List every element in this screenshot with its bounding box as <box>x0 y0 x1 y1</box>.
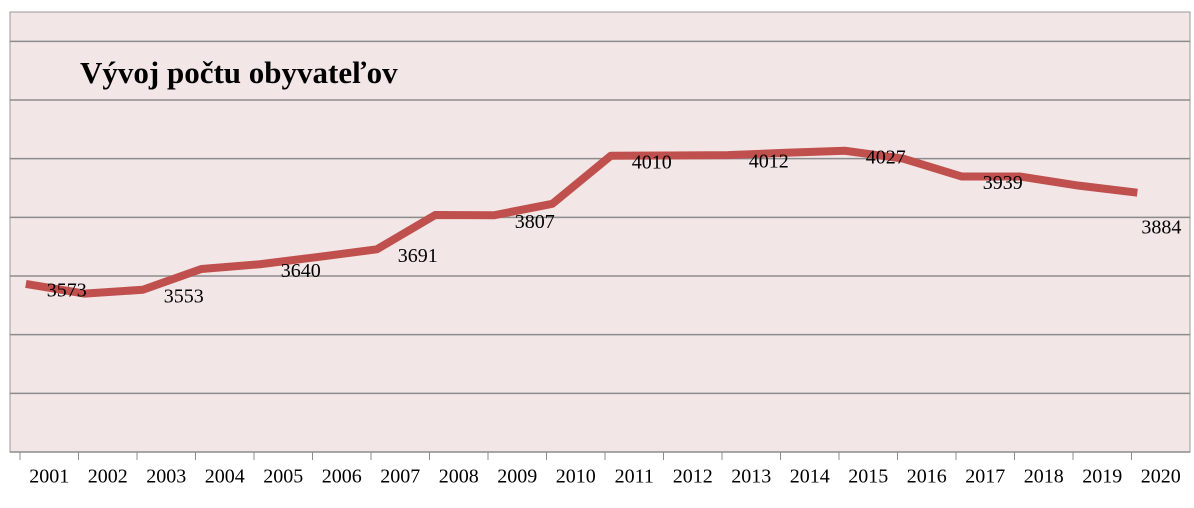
x-tick-label: 2017 <box>965 466 1005 488</box>
x-tick-label: 2013 <box>731 466 771 488</box>
data-line <box>25 146 1138 298</box>
data-label: 3573 <box>47 280 87 302</box>
data-label: 4027 <box>866 146 906 168</box>
x-tick-label: 2018 <box>1024 466 1064 488</box>
data-label: 3691 <box>398 245 438 267</box>
x-tick-label: 2001 <box>29 466 69 488</box>
x-tick-label: 2010 <box>556 466 596 488</box>
x-tick-label: 2005 <box>263 466 303 488</box>
data-label: 3939 <box>983 172 1023 194</box>
data-label: 3884 <box>1141 216 1181 238</box>
x-tick-label: 2020 <box>1141 466 1181 488</box>
data-label: 3553 <box>164 285 204 307</box>
x-tick-label: 2009 <box>497 466 537 488</box>
data-label: 3807 <box>515 211 555 233</box>
x-tick-label: 2007 <box>380 466 420 488</box>
x-tick-label: 2008 <box>439 466 479 488</box>
chart-title: Vývoj počtu obyvateľov <box>80 55 398 90</box>
x-tick-label: 2016 <box>907 466 947 488</box>
x-tick-label: 2003 <box>146 466 186 488</box>
x-tick-label: 2002 <box>88 466 128 488</box>
x-tick-label: 2006 <box>322 466 362 488</box>
x-tick-label: 2015 <box>848 466 888 488</box>
data-label: 4010 <box>632 151 672 173</box>
x-tick-label: 2019 <box>1082 466 1122 488</box>
data-label: 4012 <box>749 151 789 173</box>
x-tick-label: 2004 <box>205 466 245 488</box>
data-label: 3640 <box>281 260 321 282</box>
x-tick-label: 2012 <box>673 466 713 488</box>
x-tick-label: 2011 <box>615 466 654 488</box>
plot-area <box>9 11 1191 453</box>
x-tick-label: 2014 <box>790 466 830 488</box>
